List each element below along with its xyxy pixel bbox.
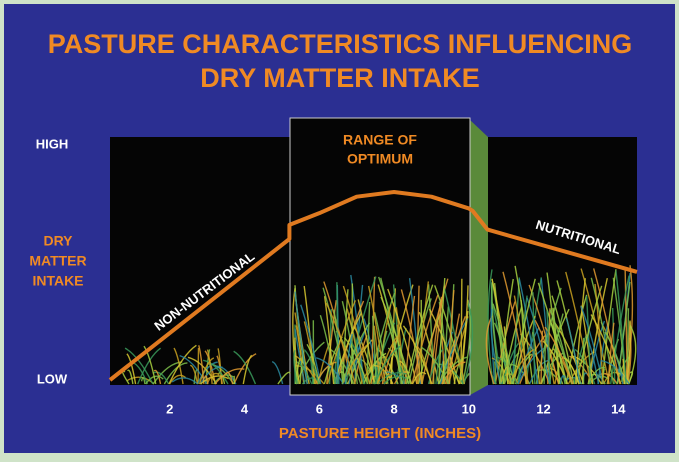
annotation: OPTIMUM	[347, 151, 413, 167]
y-axis-label: DRY	[43, 233, 73, 249]
page: PASTURE CHARACTERISTICS INFLUENCING DRY …	[0, 0, 679, 462]
x-tick-label: 12	[536, 401, 550, 416]
x-tick-label: 14	[611, 401, 626, 416]
y-axis-label: INTAKE	[32, 273, 83, 289]
y-tick-label: HIGH	[36, 136, 69, 151]
x-tick-label: 2	[166, 401, 173, 416]
x-tick-label: 4	[241, 401, 249, 416]
y-axis-label: MATTER	[29, 253, 86, 269]
chart-title: PASTURE CHARACTERISTICS INFLUENCING	[48, 29, 633, 59]
x-axis-label: PASTURE HEIGHT (INCHES)	[279, 425, 481, 442]
y-tick-label: LOW	[37, 371, 68, 386]
panel-side	[470, 120, 488, 395]
x-tick-label: 6	[316, 401, 323, 416]
annotation: RANGE OF	[343, 132, 417, 148]
chart: PASTURE CHARACTERISTICS INFLUENCING DRY …	[0, 0, 679, 457]
x-tick-label: 8	[390, 401, 397, 416]
x-tick-label: 10	[462, 401, 476, 416]
grass-blade	[335, 378, 336, 384]
chart-title: DRY MATTER INTAKE	[200, 63, 480, 93]
